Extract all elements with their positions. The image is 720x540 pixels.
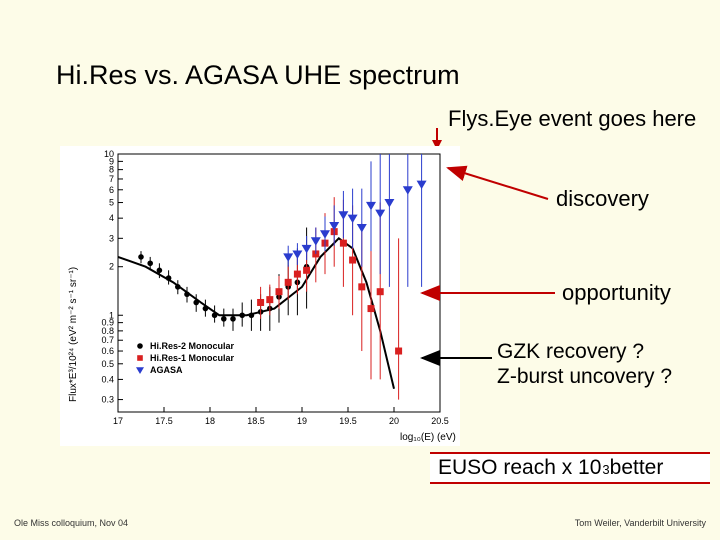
svg-text:20: 20 bbox=[389, 416, 399, 426]
svg-text:Flux*E³/10²⁴ (eV² m⁻² s⁻¹ sr⁻¹: Flux*E³/10²⁴ (eV² m⁻² s⁻¹ sr⁻¹) bbox=[68, 267, 79, 402]
svg-text:Hi.Res-2 Monocular: Hi.Res-2 Monocular bbox=[150, 341, 235, 351]
svg-text:0.7: 0.7 bbox=[101, 335, 114, 345]
svg-text:2: 2 bbox=[109, 262, 114, 272]
svg-text:4: 4 bbox=[109, 213, 114, 223]
svg-text:7: 7 bbox=[109, 174, 114, 184]
footer-right: Tom Weiler, Vanderbilt University bbox=[575, 518, 706, 528]
euso-sup: 3 bbox=[602, 462, 609, 477]
euso-pre: EUSO reach x 10 bbox=[438, 456, 601, 480]
svg-text:6: 6 bbox=[109, 185, 114, 195]
flyseye-label: Flys.Eye event goes here bbox=[448, 106, 696, 132]
svg-text:0.5: 0.5 bbox=[101, 359, 114, 369]
svg-text:19.5: 19.5 bbox=[339, 416, 357, 426]
svg-text:0.4: 0.4 bbox=[101, 374, 114, 384]
svg-text:17.5: 17.5 bbox=[155, 416, 173, 426]
svg-text:19: 19 bbox=[297, 416, 307, 426]
svg-text:log₁₀(E) (eV): log₁₀(E) (eV) bbox=[400, 432, 456, 443]
svg-text:18.5: 18.5 bbox=[247, 416, 265, 426]
opportunity-label: opportunity bbox=[562, 280, 671, 306]
gzk-line-1: GZK recovery ? bbox=[497, 339, 672, 364]
gzk-line-2: Z-burst uncovery ? bbox=[497, 364, 672, 389]
euso-reach-box: EUSO reach x 103 better bbox=[430, 452, 710, 484]
svg-text:18: 18 bbox=[205, 416, 215, 426]
svg-text:5: 5 bbox=[109, 198, 114, 208]
footer-left: Ole Miss colloquium, Nov 04 bbox=[14, 518, 128, 528]
discovery-label: discovery bbox=[556, 186, 649, 212]
euso-post: better bbox=[610, 456, 664, 480]
svg-text:0.6: 0.6 bbox=[101, 346, 114, 356]
svg-text:10: 10 bbox=[104, 149, 114, 159]
svg-text:17: 17 bbox=[113, 416, 123, 426]
svg-text:1: 1 bbox=[109, 310, 114, 320]
svg-text:3: 3 bbox=[109, 233, 114, 243]
svg-text:0.3: 0.3 bbox=[101, 395, 114, 405]
svg-text:Hi.Res-1 Monocular: Hi.Res-1 Monocular bbox=[150, 353, 235, 363]
svg-text:AGASA: AGASA bbox=[150, 365, 183, 375]
spectrum-chart: 1717.51818.51919.52020.50.30.40.50.60.70… bbox=[60, 146, 460, 446]
svg-text:20.5: 20.5 bbox=[431, 416, 449, 426]
page-title: Hi.Res vs. AGASA UHE spectrum bbox=[56, 60, 460, 91]
gzk-text: GZK recovery ? Z-burst uncovery ? bbox=[497, 339, 672, 389]
